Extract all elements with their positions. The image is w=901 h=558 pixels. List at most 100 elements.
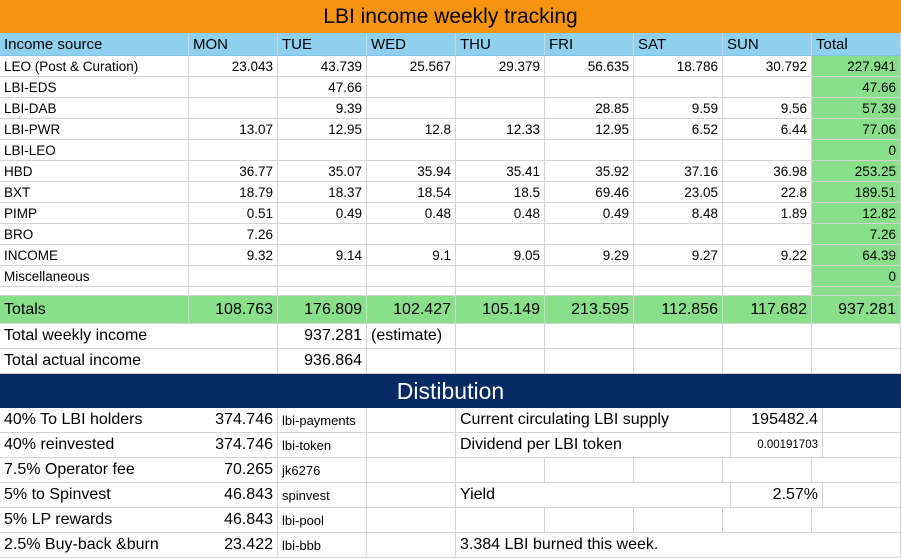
column-header[interactable]: WED	[367, 33, 456, 56]
day-value-cell[interactable]: 30.792	[723, 56, 812, 77]
supply-value[interactable]: 195482.4	[731, 408, 823, 433]
empty-cell[interactable]	[456, 349, 545, 374]
day-value-cell[interactable]	[367, 224, 456, 245]
day-value-cell[interactable]: 23.043	[189, 56, 278, 77]
day-value-cell[interactable]: 25.567	[367, 56, 456, 77]
column-header[interactable]: SUN	[723, 33, 812, 56]
day-value-cell[interactable]: 9.32	[189, 245, 278, 266]
empty-cell[interactable]	[367, 287, 456, 296]
day-value-cell[interactable]	[723, 140, 812, 161]
day-value-cell[interactable]	[545, 77, 634, 98]
day-total-cell[interactable]: 108.763	[189, 296, 278, 324]
day-value-cell[interactable]: 18.5	[456, 182, 545, 203]
column-header[interactable]: THU	[456, 33, 545, 56]
weekly-income-label[interactable]: Total weekly income	[0, 324, 278, 349]
distribution-amount[interactable]: 70.265	[189, 458, 278, 483]
empty-cell[interactable]	[456, 324, 545, 349]
day-value-cell[interactable]	[634, 224, 723, 245]
empty-cell[interactable]	[189, 287, 278, 296]
empty-cell[interactable]	[812, 458, 901, 483]
empty-cell[interactable]	[812, 508, 901, 533]
distribution-amount[interactable]: 23.422	[189, 533, 278, 558]
day-value-cell[interactable]	[189, 98, 278, 119]
empty-cell[interactable]	[367, 483, 456, 508]
empty-cell[interactable]	[634, 508, 723, 533]
day-value-cell[interactable]	[456, 77, 545, 98]
empty-cell[interactable]	[456, 287, 545, 296]
empty-cell[interactable]	[367, 433, 456, 458]
day-value-cell[interactable]: 0.48	[456, 203, 545, 224]
empty-cell[interactable]	[456, 458, 545, 483]
day-value-cell[interactable]: 9.1	[367, 245, 456, 266]
empty-cell[interactable]	[278, 287, 367, 296]
day-value-cell[interactable]: 18.786	[634, 56, 723, 77]
row-total-cell[interactable]: 47.66	[812, 77, 901, 98]
day-value-cell[interactable]	[723, 224, 812, 245]
empty-cell[interactable]	[812, 349, 901, 374]
row-total-cell[interactable]: 189.51	[812, 182, 901, 203]
day-value-cell[interactable]: 28.85	[545, 98, 634, 119]
empty-cell[interactable]	[545, 349, 634, 374]
column-header[interactable]: MON	[189, 33, 278, 56]
distribution-account[interactable]: spinvest	[278, 483, 367, 508]
day-value-cell[interactable]	[456, 98, 545, 119]
day-value-cell[interactable]	[545, 266, 634, 287]
day-value-cell[interactable]: 29.379	[456, 56, 545, 77]
empty-cell[interactable]	[367, 458, 456, 483]
day-value-cell[interactable]: 7.26	[189, 224, 278, 245]
day-value-cell[interactable]: 9.59	[634, 98, 723, 119]
distribution-account[interactable]: lbi-bbb	[278, 533, 367, 558]
column-header[interactable]: Income source	[0, 33, 189, 56]
day-value-cell[interactable]	[189, 266, 278, 287]
day-value-cell[interactable]: 36.98	[723, 161, 812, 182]
empty-cell[interactable]	[812, 324, 901, 349]
distribution-amount[interactable]: 46.843	[189, 508, 278, 533]
day-value-cell[interactable]: 9.39	[278, 98, 367, 119]
actual-income-label[interactable]: Total actual income	[0, 349, 278, 374]
empty-cell[interactable]	[367, 508, 456, 533]
day-value-cell[interactable]: 12.8	[367, 119, 456, 140]
row-total-cell[interactable]: 0	[812, 266, 901, 287]
day-value-cell[interactable]	[278, 140, 367, 161]
day-value-cell[interactable]: 0.51	[189, 203, 278, 224]
day-value-cell[interactable]: 35.94	[367, 161, 456, 182]
income-source-cell[interactable]: BRO	[0, 224, 189, 245]
row-total-cell[interactable]: 253.25	[812, 161, 901, 182]
empty-cell[interactable]	[723, 349, 812, 374]
income-source-cell[interactable]: LEO (Post & Curation)	[0, 56, 189, 77]
dividend-value[interactable]: 0.00191703	[731, 433, 823, 458]
row-total-cell[interactable]: 57.39	[812, 98, 901, 119]
distribution-amount[interactable]: 374.746	[189, 433, 278, 458]
empty-cell[interactable]	[367, 408, 456, 433]
day-value-cell[interactable]	[634, 266, 723, 287]
empty-cell[interactable]	[723, 287, 812, 296]
distribution-account[interactable]: lbi-pool	[278, 508, 367, 533]
day-value-cell[interactable]	[634, 140, 723, 161]
day-value-cell[interactable]: 1.89	[723, 203, 812, 224]
yield-value[interactable]: 2.57%	[731, 483, 823, 508]
distribution-amount[interactable]: 46.843	[189, 483, 278, 508]
yield-label[interactable]: Yield	[456, 483, 731, 508]
supply-label[interactable]: Current circulating LBI supply	[456, 408, 731, 433]
empty-cell[interactable]	[0, 287, 189, 296]
row-total-cell[interactable]: 227.941	[812, 56, 901, 77]
empty-cell[interactable]	[367, 349, 456, 374]
day-value-cell[interactable]: 35.92	[545, 161, 634, 182]
weekly-income-note[interactable]: (estimate)	[367, 324, 456, 349]
day-value-cell[interactable]: 9.29	[545, 245, 634, 266]
row-total-cell[interactable]: 77.06	[812, 119, 901, 140]
day-value-cell[interactable]	[367, 98, 456, 119]
day-value-cell[interactable]: 6.44	[723, 119, 812, 140]
day-value-cell[interactable]: 22.8	[723, 182, 812, 203]
day-value-cell[interactable]: 0.48	[367, 203, 456, 224]
day-value-cell[interactable]: 18.79	[189, 182, 278, 203]
day-value-cell[interactable]: 6.52	[634, 119, 723, 140]
dividend-label[interactable]: Dividend per LBI token	[456, 433, 731, 458]
day-total-cell[interactable]: 213.595	[545, 296, 634, 324]
day-value-cell[interactable]: 0.49	[278, 203, 367, 224]
empty-cell[interactable]	[723, 458, 812, 483]
day-value-cell[interactable]	[456, 224, 545, 245]
empty-cell[interactable]	[723, 508, 812, 533]
day-value-cell[interactable]: 13.07	[189, 119, 278, 140]
weekly-income-value[interactable]: 937.281	[278, 324, 367, 349]
